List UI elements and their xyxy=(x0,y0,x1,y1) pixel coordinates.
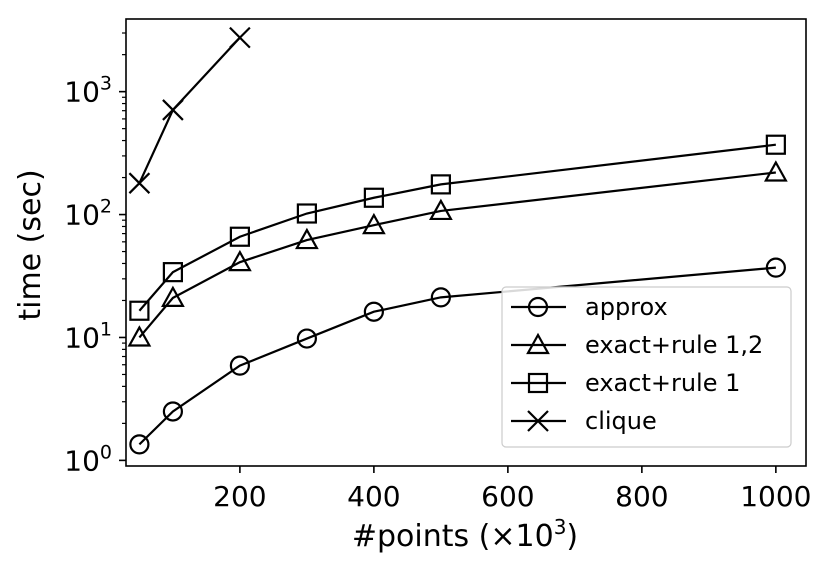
y-tick-label: 103 xyxy=(64,73,112,109)
series-approx xyxy=(129,257,786,455)
series-exact-rule-1-2 xyxy=(127,160,788,347)
data-point xyxy=(229,26,251,49)
data-point xyxy=(363,301,384,322)
data-point xyxy=(128,172,151,194)
legend-marker xyxy=(527,372,549,394)
y-tick-label: 102 xyxy=(64,196,112,232)
data-point xyxy=(296,328,317,349)
data-point xyxy=(429,198,453,221)
data-point xyxy=(129,434,150,455)
data-point xyxy=(765,134,786,155)
legend: approx exact+rule 1,2 exact+rule 1 clique xyxy=(501,286,792,448)
x-tick-label: 400 xyxy=(347,480,400,513)
data-point xyxy=(162,262,183,283)
legend-item: approx xyxy=(511,293,668,321)
legend-label: exact+rule 1,2 xyxy=(585,331,763,359)
data-point xyxy=(162,99,184,121)
data-point xyxy=(295,227,319,250)
data-point xyxy=(363,187,384,208)
data-point xyxy=(161,285,185,307)
data-point xyxy=(763,160,788,182)
series-exact-rule-1 xyxy=(129,134,786,321)
legend-label: exact+rule 1 xyxy=(585,369,740,397)
legend-item: exact+rule 1,2 xyxy=(511,331,763,359)
data-point xyxy=(127,325,152,347)
data-point xyxy=(362,212,386,235)
data-point xyxy=(430,287,451,308)
legend-marker xyxy=(526,332,550,355)
x-axis: 200 400 600 800 1000 xyxy=(213,466,811,513)
legend-label: approx xyxy=(585,293,668,321)
data-point xyxy=(229,226,250,247)
plot-frame xyxy=(125,18,807,467)
data-point xyxy=(129,300,150,321)
x-tick-label: 600 xyxy=(481,480,534,513)
series-line xyxy=(138,143,776,312)
x-tick-label: 200 xyxy=(213,480,266,513)
legend-box xyxy=(501,286,792,448)
data-point xyxy=(228,249,252,272)
series-group xyxy=(127,26,788,455)
legend-label: clique xyxy=(585,407,657,435)
series-line xyxy=(138,171,776,339)
data-point xyxy=(430,174,451,195)
y-axis-label: time (sec) xyxy=(13,169,48,320)
data-point xyxy=(229,355,250,376)
data-point xyxy=(296,203,317,224)
legend-item: clique xyxy=(511,407,657,435)
series-clique xyxy=(128,26,251,194)
y-axis: 100 101 102 103 xyxy=(64,32,126,477)
plot-area xyxy=(125,18,807,467)
legend-marker xyxy=(527,410,549,432)
series-line xyxy=(138,266,776,446)
legend-marker xyxy=(527,296,549,318)
legend-item: exact+rule 1 xyxy=(511,369,740,397)
series-line xyxy=(138,36,241,184)
y-tick-label: 101 xyxy=(64,318,112,354)
x-tick-label: 800 xyxy=(615,480,668,513)
data-point xyxy=(162,401,183,422)
x-tick-label: 1000 xyxy=(740,480,811,513)
x-axis-label: #points (×103) xyxy=(352,515,578,554)
y-tick-label: 100 xyxy=(64,441,112,477)
data-point xyxy=(765,257,786,278)
